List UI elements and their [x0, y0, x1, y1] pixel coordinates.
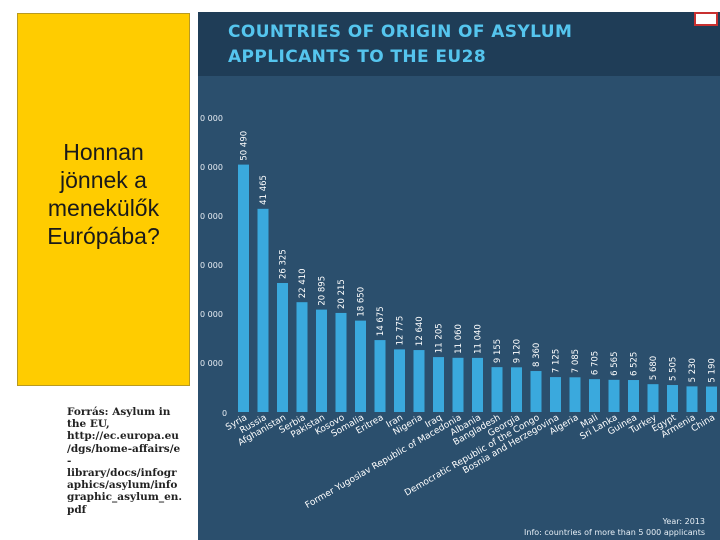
source-citation: Forrás: Asylum in the EU, http://ec.euro…: [67, 406, 185, 516]
bar: [511, 367, 522, 412]
data-label: 5 190: [708, 358, 718, 382]
slide-corner-marker: [694, 12, 718, 26]
yellow-title-panel: Honnan jönnek a menekülők Európába?: [17, 13, 190, 386]
data-label: 6 525: [630, 352, 640, 376]
data-label: 5 505: [669, 357, 679, 381]
bar: [569, 377, 581, 412]
bar: [550, 377, 561, 412]
source-line: library/docs/infogr: [67, 467, 177, 480]
bar: [530, 371, 542, 412]
source-line: http://ec.europa.eu: [67, 430, 179, 443]
y-tick-label: 0 000: [200, 310, 223, 319]
chart-title-line: APPLICANTS TO THE EU28: [228, 47, 487, 67]
chart-title: COUNTRIES OF ORIGIN OF ASYLUM APPLICANTS…: [228, 20, 572, 70]
bar: [686, 386, 698, 412]
data-label: 11 205: [435, 323, 445, 353]
data-label: 41 465: [259, 175, 269, 205]
bar: [667, 385, 678, 412]
bar: [452, 357, 464, 412]
source-line: /dgs/home-affairs/e: [67, 442, 181, 455]
bar: [706, 386, 717, 412]
bar: [277, 283, 288, 412]
slide-title: Honnan jönnek a menekülők Európába?: [18, 138, 189, 250]
bar: [374, 340, 386, 412]
slide-title-line: jönnek a: [60, 167, 147, 193]
bar: [296, 302, 308, 412]
y-tick-label: 0 000: [200, 163, 223, 172]
data-label: 12 775: [396, 316, 406, 346]
bar: [335, 312, 347, 412]
data-label: 20 215: [337, 279, 347, 309]
asylum-infographic: COUNTRIES OF ORIGIN OF ASYLUM APPLICANTS…: [198, 12, 720, 540]
slide-title-line: Európába?: [47, 223, 160, 249]
bar: [472, 357, 483, 412]
data-label: 5 680: [649, 356, 659, 380]
source-line: pdf: [67, 503, 87, 516]
bar: [355, 320, 366, 412]
footer-note: Info: countries of more than 5 000 appli…: [524, 528, 705, 537]
y-tick-label: 0 000: [200, 212, 223, 221]
y-tick-label: 0 000: [200, 114, 223, 123]
bar: [491, 367, 503, 412]
data-label: 11 040: [474, 324, 484, 354]
y-zero-label: 0: [222, 409, 227, 418]
data-label: 5 230: [688, 358, 698, 382]
data-label: 12 640: [415, 316, 425, 346]
data-label: 18 650: [357, 287, 367, 317]
chart-title-line: COUNTRIES OF ORIGIN OF ASYLUM: [228, 22, 573, 42]
data-label: 14 675: [376, 306, 386, 336]
slide-title-line: Honnan: [63, 139, 144, 165]
source-line: aphics/asylum/info: [67, 479, 178, 492]
data-label: 6 705: [591, 351, 601, 375]
bar: [316, 309, 327, 412]
source-line: the EU,: [67, 418, 110, 431]
data-label: 11 060: [454, 324, 464, 354]
footer-year: Year: 2013: [662, 517, 705, 526]
data-label: 9 155: [493, 339, 503, 363]
data-label: 26 325: [279, 249, 289, 279]
bar: [394, 349, 405, 412]
data-label: 9 120: [513, 339, 523, 363]
bar: [608, 379, 620, 412]
data-label: 6 565: [610, 351, 620, 375]
infographic-header: [198, 12, 720, 76]
data-label: 8 360: [532, 343, 542, 367]
bar: [433, 357, 444, 412]
y-tick-label: 0 000: [200, 261, 223, 270]
y-tick-label: 0 000: [200, 359, 223, 368]
data-label: 50 490: [240, 131, 250, 161]
data-label: 20 895: [318, 276, 328, 306]
bar: [589, 379, 600, 412]
slide-title-line: menekülők: [47, 195, 160, 221]
data-label: 22 410: [298, 268, 308, 298]
source-line: Forrás: Asylum in: [67, 406, 171, 418]
bar: [413, 350, 425, 412]
source-line: graphic_asylum_en.: [67, 491, 183, 504]
data-label: 7 125: [552, 349, 562, 373]
bar: [628, 380, 639, 412]
source-line: -: [67, 454, 72, 467]
data-label: 7 085: [571, 349, 581, 373]
bar: [238, 164, 249, 412]
bar: [647, 384, 659, 412]
bar: [257, 208, 269, 412]
